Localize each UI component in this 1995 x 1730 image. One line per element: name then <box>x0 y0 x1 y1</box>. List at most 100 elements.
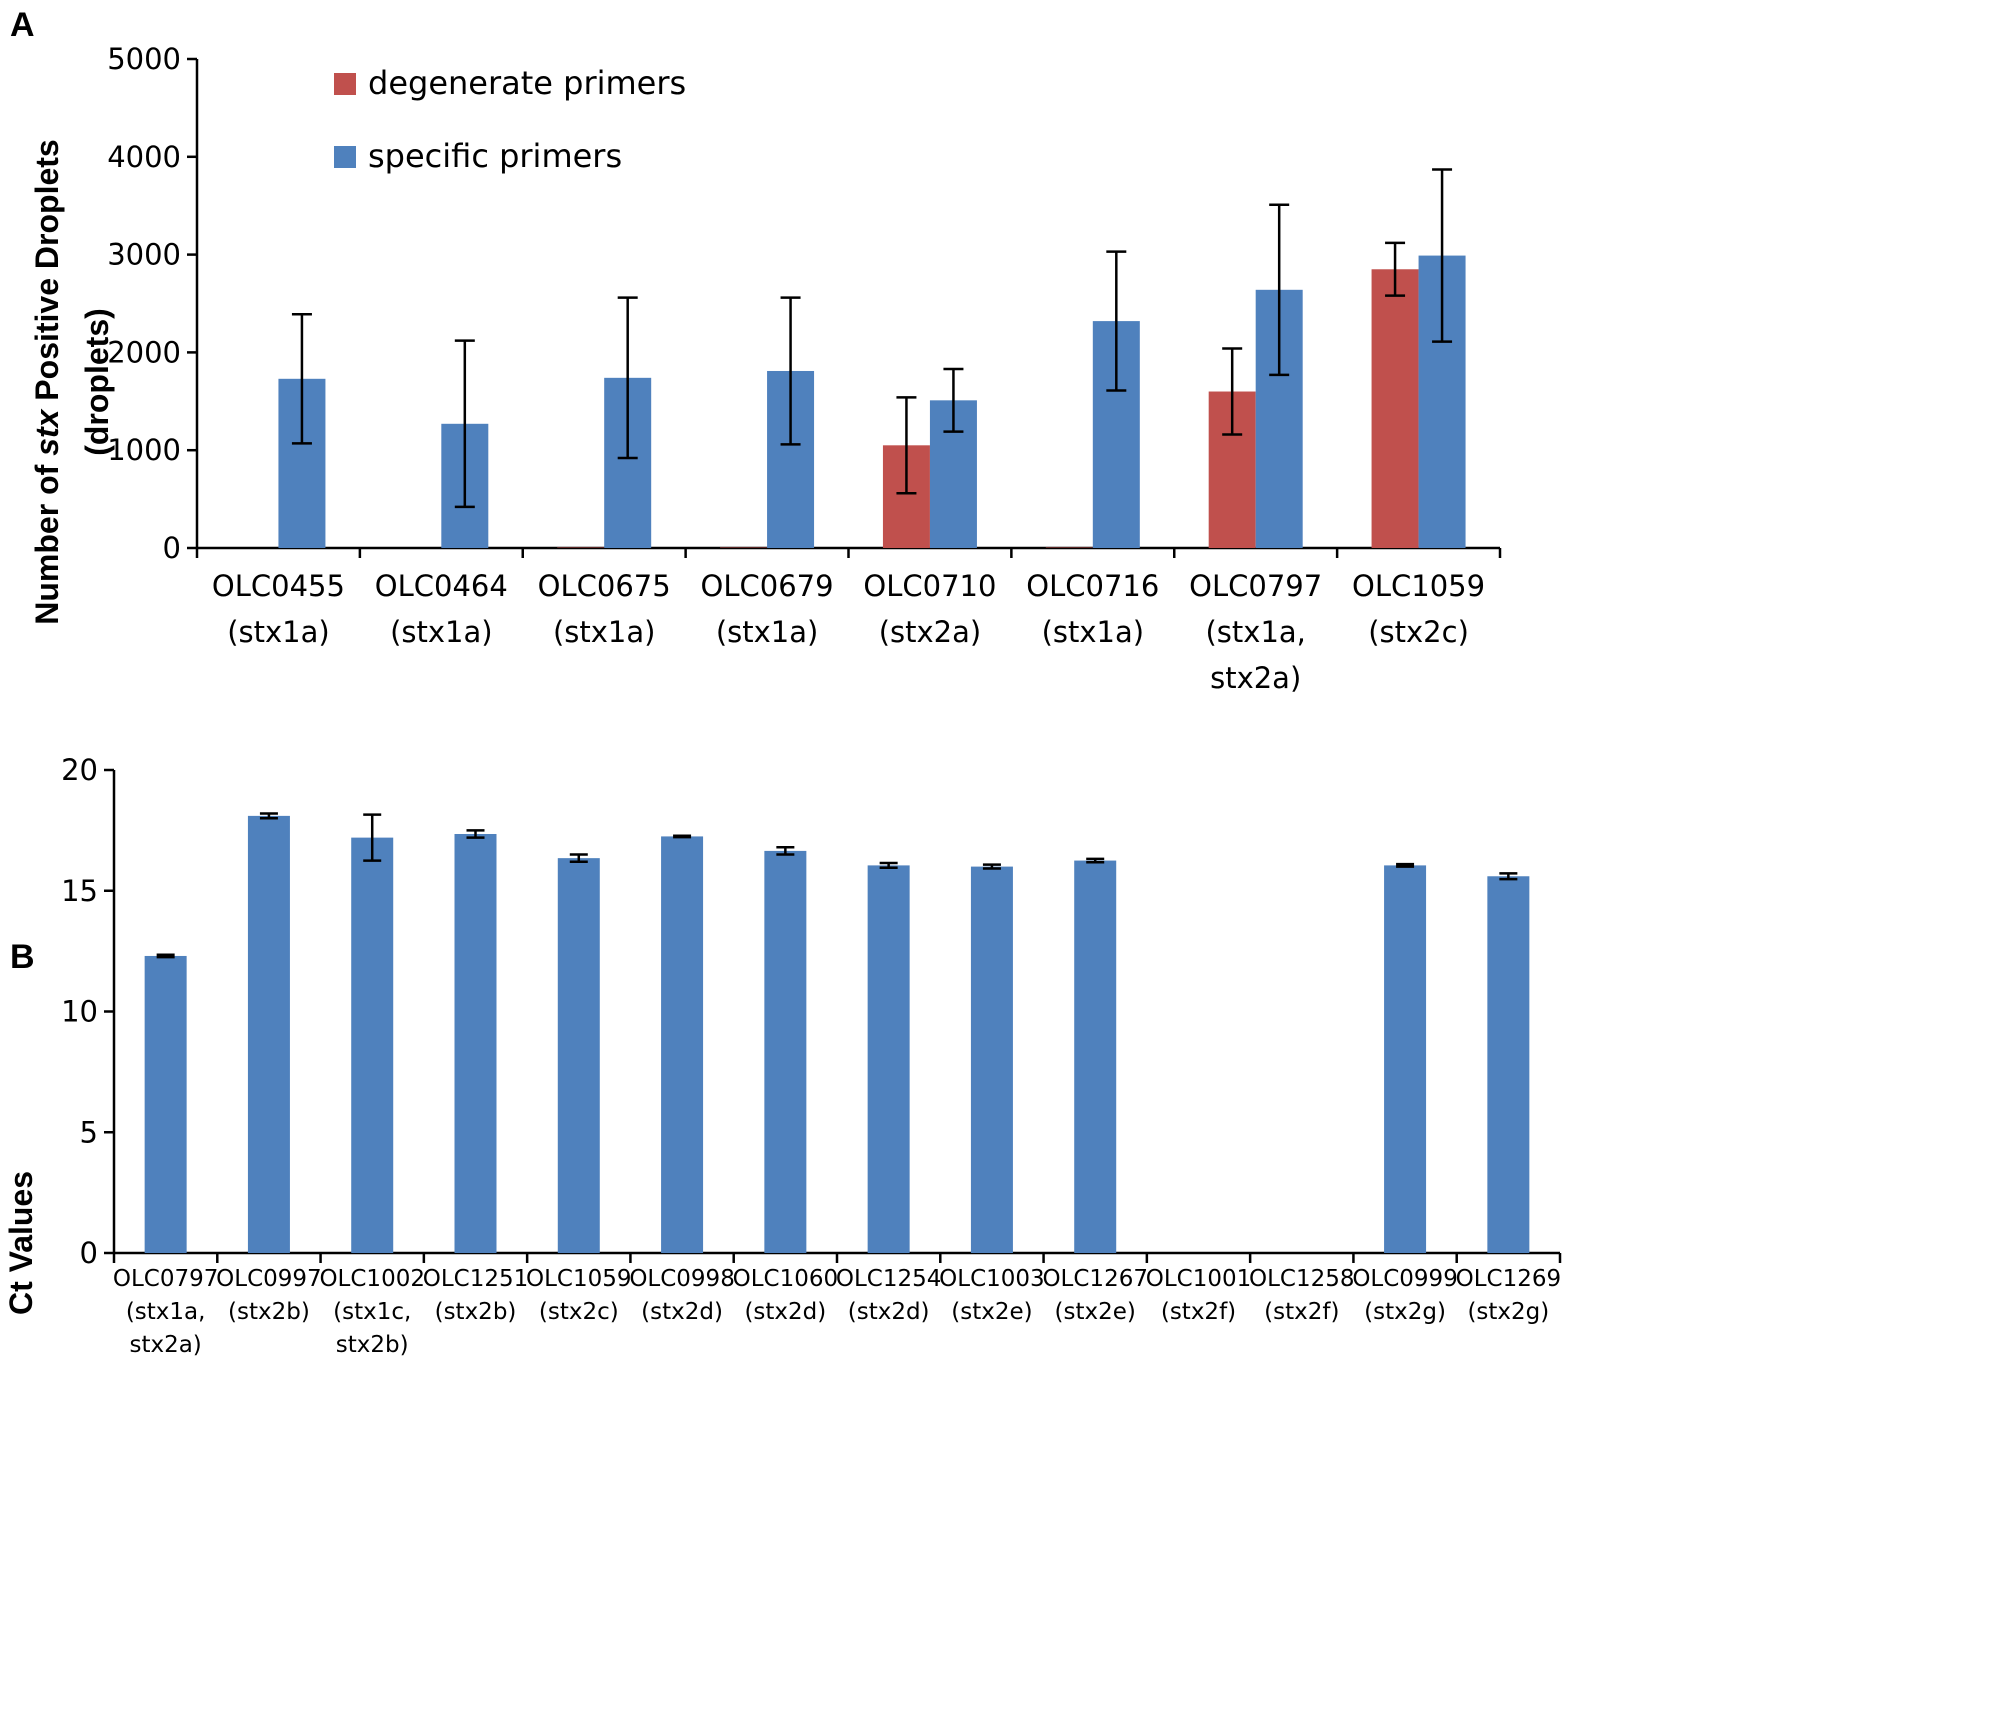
panel-b-category-label-line: OLC1059 <box>526 1266 632 1292</box>
panel-b-error-bar <box>569 853 588 864</box>
panel-b-category-label-line: OLC0998 <box>629 1266 735 1292</box>
panel-a-error-bar <box>454 339 475 509</box>
panel-b-y-tick-label: 10 <box>61 995 98 1029</box>
panel-b-category-label-line: (stx1a, <box>126 1299 206 1325</box>
panel-b-category-label: OLC1258 (stx2f) <box>1249 1266 1355 1325</box>
panel-b-bar-specific <box>454 833 497 1253</box>
panel-a-category-label-line: (stx1a) <box>553 615 656 649</box>
panel-b-error-bar <box>363 813 382 862</box>
panel-b-category-label-line: OLC1060 <box>733 1266 839 1292</box>
panel-b-category-label: OLC1254 (stx2d) <box>836 1266 942 1325</box>
panel-b-category-label-line: OLC0797 <box>113 1266 219 1292</box>
panel-a-category-label-line: (stx1a) <box>716 615 819 649</box>
panel-a-y-axis-title-italic: stx <box>29 408 65 455</box>
panel-a-category-label-line: OLC0679 <box>701 569 834 603</box>
panel-a-category-label: OLC1059 (stx2c) <box>1352 569 1485 649</box>
panel-b-error-bar <box>1499 872 1518 881</box>
panel-a-category-label-line: stx2a) <box>1210 661 1301 695</box>
panel-b-bar-specific <box>1487 876 1530 1253</box>
panel-b-bar-specific <box>247 815 290 1253</box>
panel-a-category-label-line: (stx1a, <box>1205 615 1305 649</box>
panel-a-y-axis-title: Number of stx Positive Droplets <box>29 139 65 624</box>
panel-b-category-label: OLC0999 (stx2g) <box>1352 1266 1458 1325</box>
panel-a-category-label-line: (stx1a) <box>227 615 330 649</box>
panel-a-axes: 0 1000 2000 3000 4000 5000 <box>107 42 1502 565</box>
panel-b-label: B <box>10 938 35 976</box>
panel-b-category-label: OLC0998 (stx2d) <box>629 1266 735 1325</box>
panel-a-error-bar <box>780 296 801 446</box>
panel-a-category-label-line: OLC0716 <box>1026 569 1159 603</box>
panel-a-category-label: OLC0710 (stx2a) <box>863 569 996 649</box>
panel-b-category-label-line: (stx2g) <box>1364 1299 1446 1325</box>
panel-b-category-label-line: (stx1c, <box>333 1299 411 1325</box>
panel-a-error-bar <box>896 396 917 495</box>
panel-a-category-label: OLC0455 (stx1a) <box>212 569 345 649</box>
panel-b-category-label: OLC0797 (stx1a, stx2a) <box>113 1266 219 1358</box>
panel-a-category-label: OLC0464 (stx1a) <box>375 569 508 649</box>
panel-a-error-bar <box>1269 203 1290 377</box>
panel-b-category-label-line: OLC1254 <box>836 1266 942 1292</box>
panel-b-category-label: OLC0997 (stx2b) <box>216 1266 322 1325</box>
panel-b-category-label-line: (stx2f) <box>1264 1299 1339 1325</box>
panel-b-category-label-line: (stx2e) <box>1055 1299 1136 1325</box>
panel-b-error-bar <box>879 861 898 870</box>
panel-b-category-label-line: OLC1269 <box>1456 1266 1562 1292</box>
panel-b-bar-specific <box>351 837 394 1253</box>
panel-b-y-tick-label: 5 <box>80 1115 98 1149</box>
panel-b-bar-specific <box>1384 865 1427 1253</box>
panel-a-category-label-line: (stx1a) <box>1042 615 1145 649</box>
panel-a-category-label-line: (stx2c) <box>1368 615 1469 649</box>
panel-b-category-label-line: OLC0997 <box>216 1266 322 1292</box>
panel-b-category-label: OLC1002 (stx1c, stx2b) <box>319 1266 425 1358</box>
panel-a-category-label-line: OLC0675 <box>538 569 671 603</box>
panel-a-category-label: OLC0679 (stx1a) <box>701 569 834 649</box>
panel-b-category-label-line: OLC1003 <box>939 1266 1045 1292</box>
panel-a-category-label-line: OLC0710 <box>863 569 996 603</box>
panel-a-y-tick-label: 5000 <box>107 42 181 76</box>
panel-b-error-bar <box>1396 862 1415 868</box>
panel-b-error-bar <box>259 812 278 820</box>
panel-a-category-label: OLC0797 (stx1a, stx2a) <box>1189 569 1322 695</box>
panel-a-error-bar <box>617 296 638 460</box>
panel-b-category-label-line: (stx2d) <box>641 1299 723 1325</box>
panel-b-category-label: OLC1059 (stx2c) <box>526 1266 632 1325</box>
panel-a-y-axis-title-units: (droplets) <box>79 308 115 456</box>
panel-b-y-tick-label: 15 <box>61 874 98 908</box>
panel-b-category-label-line: OLC1002 <box>319 1266 425 1292</box>
panel-b-category-label-line: (stx2b) <box>435 1299 517 1325</box>
legend-swatch-specific <box>334 146 356 168</box>
panel-b-y-tick-label: 0 <box>80 1236 98 1270</box>
panel-b-error-bar <box>1086 857 1105 864</box>
panel-b-category-label: OLC1267 (stx2e) <box>1042 1266 1148 1325</box>
panel-b-bar-specific <box>144 955 187 1253</box>
panel-b-category-label-line: (stx2b) <box>228 1299 310 1325</box>
panel-a-y-tick-label: 0 <box>163 531 181 565</box>
panel-a-label: A <box>10 6 35 44</box>
panel-a-error-bar <box>1432 168 1453 343</box>
legend-label-degenerate: degenerate primers <box>368 64 686 102</box>
panel-b-error-bar <box>673 834 692 839</box>
panel-b-category-label: OLC1001 (stx2f) <box>1146 1266 1252 1325</box>
panel-b-bar-specific <box>661 836 704 1253</box>
panel-b-category-label-line: (stx2c) <box>539 1299 619 1325</box>
panel-b-category-label-line: (stx2f) <box>1161 1299 1236 1325</box>
panel-b-bar-specific <box>970 866 1013 1253</box>
panel-b-category-label: OLC1060 (stx2d) <box>733 1266 839 1325</box>
legend-swatch-degenerate <box>334 73 356 95</box>
legend-label-specific: specific primers <box>368 137 622 175</box>
panel-b-y-tick-label: 20 <box>61 753 98 787</box>
panel-b-category-label-line: (stx2d) <box>848 1299 930 1325</box>
panel-a-y-axis-title-prefix: Number of <box>29 456 65 625</box>
panel-a-legend: degenerate primers specific primers <box>334 64 686 175</box>
panel-b-category-label-line: OLC0999 <box>1352 1266 1458 1292</box>
panel-b-category-label: OLC1251 (stx2b) <box>423 1266 529 1325</box>
panel-a-bars <box>278 168 1466 548</box>
panel-b-error-bar <box>466 829 485 839</box>
panel-b-category-label: OLC1003 (stx2e) <box>939 1266 1045 1325</box>
panel-b-category-label-line: (stx2g) <box>1467 1299 1549 1325</box>
panel-a-category-label: OLC0675 (stx1a) <box>538 569 671 649</box>
panel-b-bar-specific <box>557 858 600 1253</box>
panel-b-bars <box>144 812 1530 1253</box>
panel-b-chart: B Ct Values 0 5 10 15 20 OLC0797 (stx1a, stx2a… <box>3 753 1562 1358</box>
panel-b-y-axis-title: Ct Values <box>3 1171 39 1315</box>
